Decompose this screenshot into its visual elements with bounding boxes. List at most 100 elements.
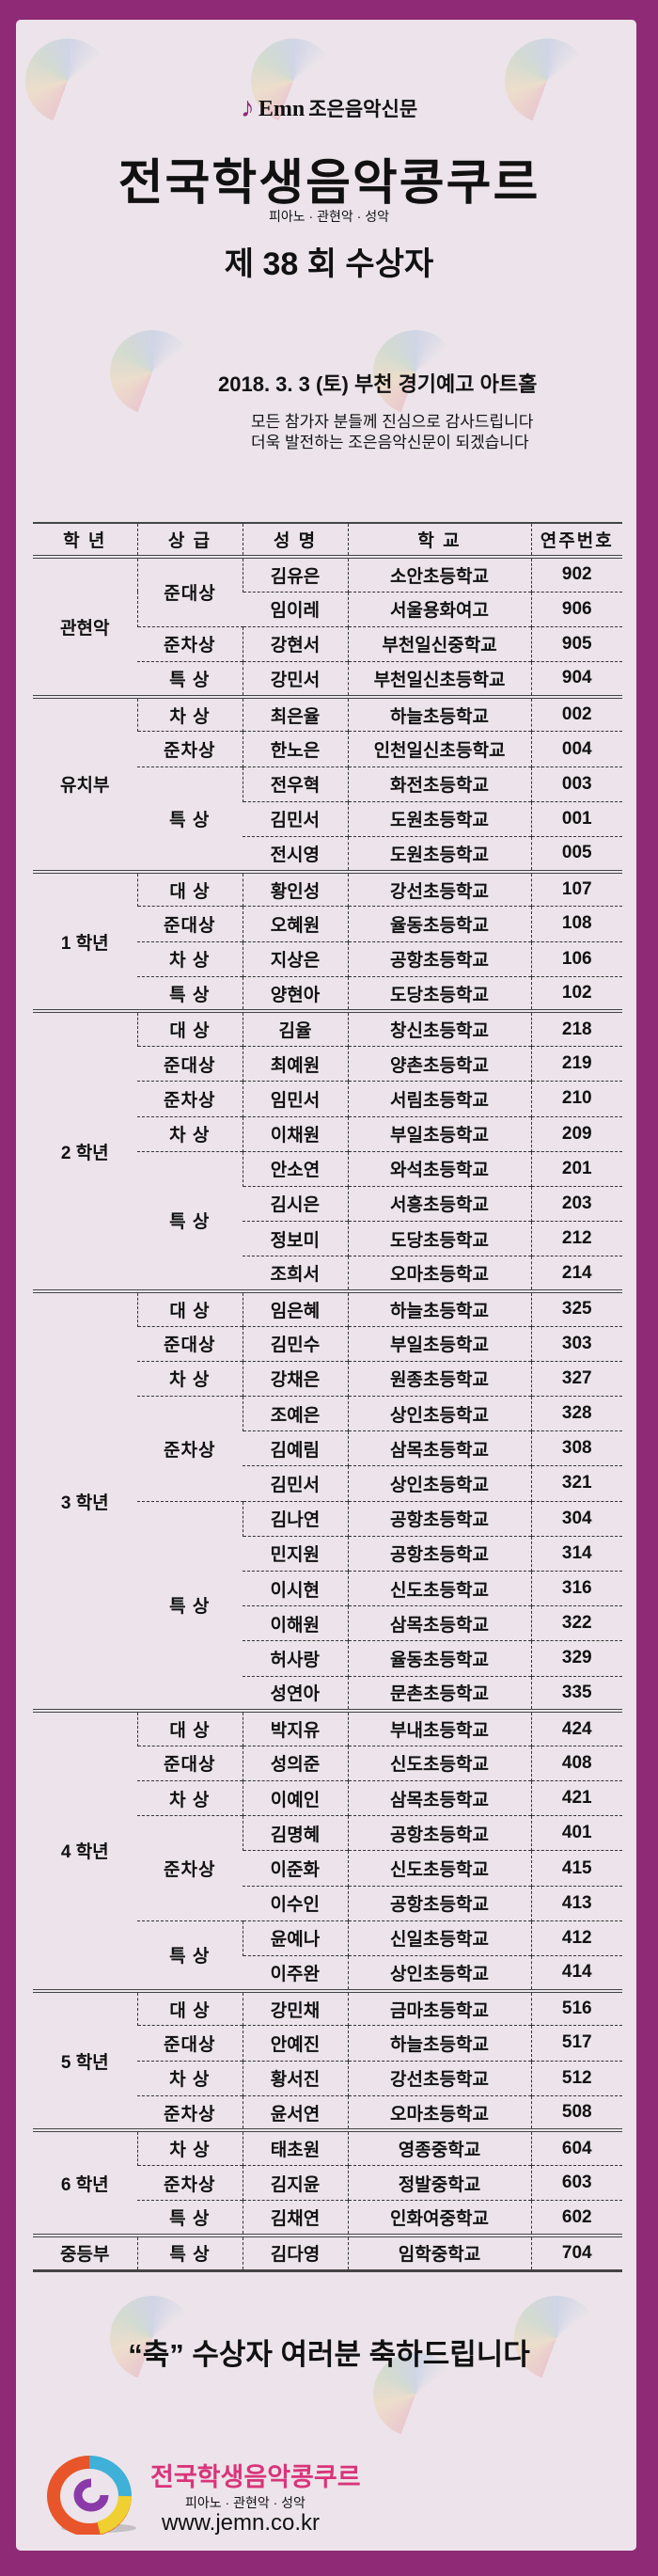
- table-row: 특 상 김나연 공항초등학교 304: [33, 1500, 622, 1712]
- number-cell: 219: [530, 1046, 622, 1082]
- number-cell: 316: [530, 1570, 622, 1606]
- award-cell: 특 상: [136, 2233, 243, 2272]
- name-cell: 김채연: [242, 2200, 348, 2236]
- name-cell: 박지유: [242, 1709, 348, 1746]
- table-row: 준대상 오혜원 율동초등학교 108: [33, 906, 622, 942]
- name-cell: 윤서연: [242, 2094, 348, 2131]
- table-row: 특 상 양현아 도당초등학교 102: [33, 975, 622, 1012]
- school-cell: 인천일신초등학교: [347, 731, 531, 767]
- school-cell: 율동초등학교: [347, 1640, 531, 1676]
- school-cell: 강선초등학교: [347, 869, 531, 907]
- number-cell: 328: [530, 1395, 622, 1431]
- school-cell: 상인초등학교: [347, 1954, 531, 1991]
- footer-subtitle: 피아노 · 관현악 · 성악: [185, 2495, 306, 2510]
- award-cell: 특 상: [137, 975, 243, 1012]
- table-row: 특 상 윤예나 신일초등학교 412: [33, 1920, 622, 1991]
- table-row: 이수인 공항초등학교 413: [33, 1885, 622, 1921]
- table-row: 준대상 김민수 부일초등학교 303: [33, 1325, 622, 1362]
- number-cell: 904: [530, 661, 622, 697]
- name-cell: 강민채: [242, 1988, 348, 2026]
- name-cell: 정보미: [243, 1221, 348, 1256]
- table-row: 이준화 신도초등학교 415: [33, 1850, 622, 1887]
- table-row: 김민서 상인초등학교 321: [33, 1465, 622, 1502]
- congratulations-message: “축” 수상자 여러분 축하드립니다: [128, 2338, 530, 2371]
- award-cell: 대 상: [136, 1009, 243, 1047]
- column-header-name: 성 명: [242, 522, 348, 559]
- award-cell: 대 상: [136, 1709, 243, 1746]
- name-cell: 김지윤: [242, 2165, 348, 2201]
- school-cell: 정발중학교: [347, 2165, 531, 2201]
- number-cell: 517: [530, 2025, 622, 2062]
- number-cell: 604: [530, 2128, 622, 2166]
- column-header-award: 상 급: [136, 522, 243, 559]
- school-cell: 강선초등학교: [347, 2060, 531, 2096]
- number-cell: 415: [530, 1850, 622, 1887]
- name-cell: 김다영: [242, 2233, 348, 2272]
- grade-cell: 유치부: [33, 694, 137, 872]
- website-link[interactable]: www.jemn.co.kr: [162, 2510, 321, 2536]
- number-cell: 421: [530, 1780, 622, 1816]
- award-cell: 준대상: [136, 554, 243, 627]
- table-row: 이해원 삼목초등학교 322: [33, 1605, 622, 1641]
- number-cell: 304: [530, 1500, 622, 1537]
- school-cell: 오마초등학교: [347, 1256, 531, 1291]
- name-cell: 허사랑: [243, 1640, 348, 1676]
- school-cell: 신도초등학교: [347, 1850, 531, 1887]
- school-cell: 부일초등학교: [347, 1115, 531, 1152]
- watermark-icon: [251, 39, 336, 123]
- school-cell: 부천일신초등학교: [347, 661, 531, 697]
- table-row: 민지원 공항초등학교 314: [33, 1535, 622, 1572]
- school-cell: 삼목초등학교: [347, 1430, 531, 1466]
- table-row: 관현악 준대상 김유은 소안초등학교 902: [33, 554, 622, 697]
- name-cell: 김명혜: [242, 1815, 348, 1851]
- table-row: 차 상 이채원 부일초등학교 209: [33, 1115, 622, 1152]
- number-cell: 108: [530, 906, 622, 942]
- number-cell: 401: [530, 1815, 622, 1851]
- table-row: 준차상 윤서연 오마초등학교 508: [33, 2094, 622, 2131]
- thanks-message: 모든 참가자 분들께 진심으로 감사드립니다 더욱 발전하는 조은음악신문이 되…: [251, 412, 627, 453]
- name-cell: 전우혁: [242, 766, 348, 802]
- number-cell: 424: [530, 1709, 622, 1746]
- grade-cell: 관현악: [33, 555, 137, 697]
- number-cell: 214: [530, 1256, 622, 1291]
- number-cell: 325: [530, 1288, 622, 1327]
- table-row: 준차상 김지윤 정발중학교 603: [33, 2165, 622, 2201]
- school-cell: 도원초등학교: [347, 800, 531, 837]
- school-cell: 삼목초등학교: [347, 1605, 531, 1641]
- name-cell: 김나연: [242, 1500, 348, 1537]
- thanks-line: 더욱 발전하는 조은음악신문이 되겠습니다: [251, 434, 529, 451]
- name-cell: 조희서: [243, 1256, 348, 1291]
- table-row: 유치부 차 상 최은율 하늘초등학교 002: [33, 694, 622, 872]
- number-cell: 329: [530, 1640, 622, 1676]
- school-cell: 삼목초등학교: [347, 1780, 531, 1816]
- number-cell: 308: [530, 1430, 622, 1466]
- name-cell: 김민수: [242, 1325, 348, 1362]
- watermark-icon: [373, 330, 458, 415]
- table-row: 특 상 전우혁 화전초등학교 003: [33, 766, 622, 872]
- table-row: 5 학년 대 상 강민채 금마초등학교 516: [33, 1988, 622, 2131]
- award-cell: 준차상: [137, 731, 243, 767]
- name-cell: 이예인: [242, 1780, 348, 1816]
- award-cell: 대 상: [136, 1288, 243, 1327]
- watermark-icon: [25, 39, 110, 123]
- table-row: 준차상 임민서 서림초등학교 210: [33, 1081, 622, 1116]
- school-cell: 부천일신중학교: [347, 625, 531, 662]
- name-cell: 태초원: [242, 2128, 348, 2166]
- school-cell: 공항초등학교: [347, 1535, 531, 1572]
- number-cell: 102: [530, 975, 622, 1012]
- newspaper-brand: Emn: [258, 97, 306, 121]
- grade-cell: 2 학년: [33, 1009, 137, 1291]
- name-cell: 성연아: [243, 1675, 348, 1712]
- table-row: 차 상 이예인 삼목초등학교 421: [33, 1780, 622, 1816]
- award-cell: 준차상: [137, 2094, 243, 2131]
- round-title: 제 38 회 수상자: [224, 246, 434, 282]
- number-cell: 905: [530, 625, 622, 662]
- number-cell: 516: [530, 1988, 622, 2026]
- school-cell: 공항초등학교: [347, 1500, 531, 1537]
- award-cell: 차 상: [136, 2128, 243, 2166]
- table-row: 전시영 도원초등학교 005: [33, 835, 622, 872]
- table-row: 3 학년 대 상 임은혜 하늘초등학교 325: [33, 1288, 622, 1712]
- number-cell: 303: [530, 1325, 622, 1362]
- table-row: 준대상 최예원 양촌초등학교 219: [33, 1046, 622, 1082]
- table-row: 2 학년 대 상 김율 창신초등학교 218: [33, 1009, 622, 1291]
